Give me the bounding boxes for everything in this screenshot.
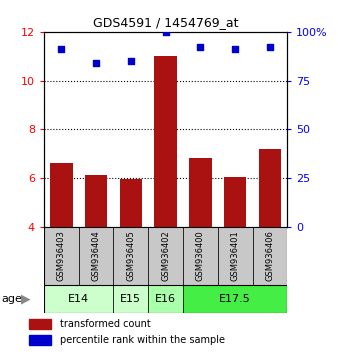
Text: GSM936404: GSM936404 — [92, 230, 101, 281]
Point — [267, 45, 273, 50]
Bar — [44, 285, 114, 313]
Bar — [44, 227, 79, 285]
Text: transformed count: transformed count — [61, 319, 151, 329]
Bar — [252, 227, 287, 285]
Point — [198, 45, 203, 50]
Point — [163, 29, 168, 35]
Bar — [114, 285, 148, 313]
Bar — [79, 227, 114, 285]
Text: GSM936405: GSM936405 — [126, 230, 135, 281]
Bar — [29, 335, 51, 345]
Text: E17.5: E17.5 — [219, 294, 251, 304]
Bar — [218, 227, 252, 285]
Text: GSM936403: GSM936403 — [57, 230, 66, 281]
Point — [93, 60, 99, 66]
Bar — [85, 176, 107, 227]
Text: GSM936402: GSM936402 — [161, 230, 170, 281]
Bar — [29, 319, 51, 329]
Bar — [189, 159, 212, 227]
Title: GDS4591 / 1454769_at: GDS4591 / 1454769_at — [93, 16, 238, 29]
Point — [233, 47, 238, 52]
Bar — [183, 227, 218, 285]
Bar — [154, 56, 177, 227]
Text: ▶: ▶ — [21, 293, 30, 306]
Text: GSM936406: GSM936406 — [265, 230, 274, 281]
Bar — [50, 163, 73, 227]
Bar — [183, 285, 287, 313]
Text: percentile rank within the sample: percentile rank within the sample — [61, 335, 225, 345]
Text: E15: E15 — [120, 294, 141, 304]
Text: E16: E16 — [155, 294, 176, 304]
Bar — [148, 285, 183, 313]
Bar — [224, 177, 246, 227]
Bar — [148, 227, 183, 285]
Point — [128, 58, 134, 64]
Bar — [259, 149, 281, 227]
Text: age: age — [2, 294, 23, 304]
Text: GSM936401: GSM936401 — [231, 230, 240, 281]
Point — [58, 47, 64, 52]
Bar — [120, 179, 142, 227]
Bar — [114, 227, 148, 285]
Text: E14: E14 — [68, 294, 89, 304]
Text: GSM936400: GSM936400 — [196, 230, 205, 281]
